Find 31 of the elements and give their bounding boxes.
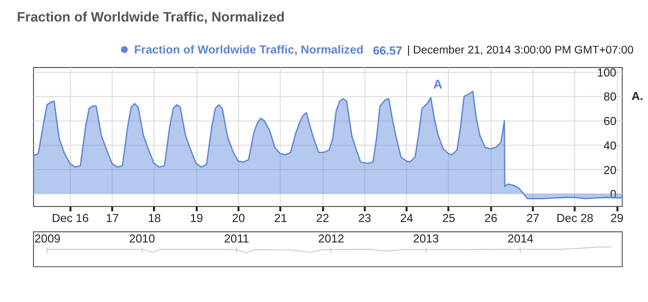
annotation: A [433,77,442,92]
x-tick-label: 24 [400,212,414,225]
x-tick-label: 17 [106,212,119,225]
x-tick-label: 23 [358,212,372,225]
x-tick-label: 25 [442,212,456,225]
x-tick-label: 26 [484,212,498,225]
x-tick-label: 2014 [508,232,534,246]
x-tick-label: 2011 [224,232,250,246]
x-tick-label: 21 [274,212,288,225]
chart-title: Fraction of Worldwide Traffic, Normalized [16,9,285,24]
x-tick-label: 29 [610,212,624,225]
x-tick-label: 2009 [34,232,60,246]
text: 66.57 [373,44,402,58]
x-tick-label: 18 [148,212,161,225]
x-tick-label: 2010 [129,232,156,246]
y-tick-label: 40 [603,139,617,152]
y-tick-label: 100 [596,66,617,80]
text: | December 21, 2014 3:00:00 PM GMT+07:00 [407,44,634,56]
legend-label: Fraction of Worldwide Traffic, Normalized [134,43,364,56]
x-tick-label: Dec 16 [52,212,89,225]
x-tick-label: 20 [232,212,246,225]
x-tick-label: 27 [526,212,540,225]
x-tick-label: 22 [316,212,330,225]
x-tick-label: 2012 [318,232,344,246]
y-tick-label: 80 [603,90,617,104]
x-tick-label: 19 [190,212,203,225]
x-tick-label: 2013 [412,232,439,246]
y-tick-label: 20 [603,164,617,177]
x-tick-label: Dec 28 [556,212,594,225]
y-tick-label: 60 [603,115,617,128]
text: A. [631,90,644,104]
